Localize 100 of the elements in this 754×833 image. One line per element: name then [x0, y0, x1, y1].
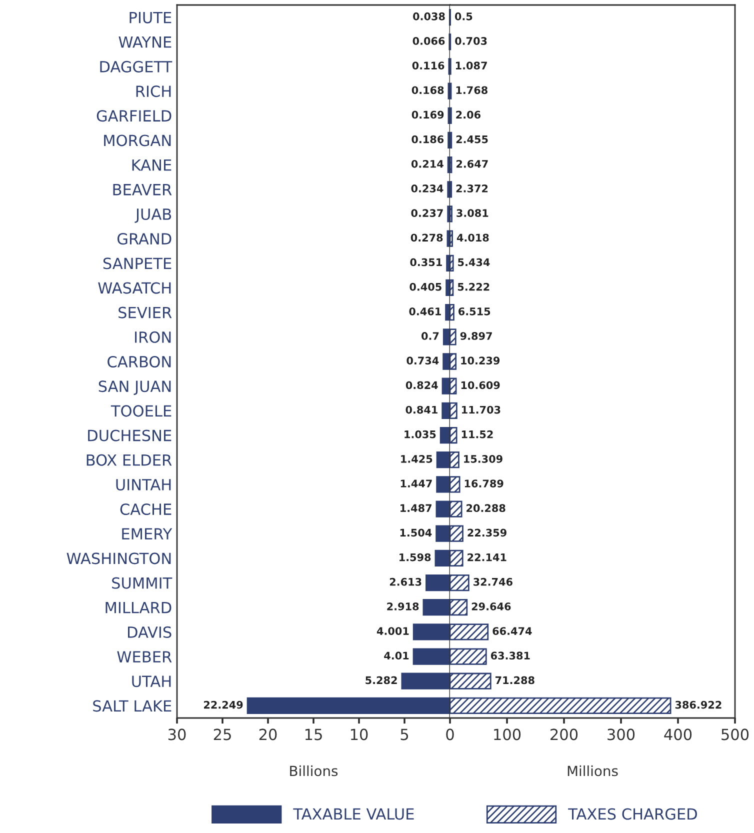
data-label: 1.447	[400, 480, 432, 488]
y-tick-label: DUCHESNE	[88, 430, 172, 442]
data-label: 22.359	[468, 528, 506, 537]
data-label: 2.372	[456, 184, 488, 192]
data-label: 3.081	[456, 209, 488, 218]
data-label: 0.186	[412, 135, 444, 144]
y-tick-label: WASATCH	[98, 282, 171, 294]
data-label: 0.7	[422, 332, 439, 340]
y-tick-label: UINTAH	[116, 479, 171, 490]
data-label: 386.922	[675, 700, 722, 709]
data-label: 2.647	[456, 160, 488, 168]
data-label: 71.288	[495, 676, 534, 684]
y-tick-label: IRON	[135, 331, 171, 343]
data-label: 4.01	[384, 652, 409, 660]
y-tick-label: CACHE	[120, 503, 172, 516]
data-label: 0.405	[410, 282, 442, 291]
data-label: 16.789	[464, 480, 504, 488]
y-tick-label: MORGAN	[104, 134, 171, 146]
data-label: 0.214	[411, 160, 444, 168]
data-label: 9.897	[460, 332, 492, 340]
y-tick-label: WEBER	[117, 651, 172, 662]
data-label: 0.351	[410, 258, 442, 266]
x-tick-label: 400	[664, 728, 692, 740]
data-label: 2.455	[456, 135, 488, 144]
y-tick-label: SEVIER	[118, 306, 172, 318]
data-label: 0.278	[410, 234, 443, 242]
data-label: 2.06	[456, 110, 480, 119]
y-tick-label: SANPETE	[103, 258, 172, 270]
x-tick-label: 0	[446, 728, 454, 740]
data-label: 1.035	[404, 430, 436, 438]
x-tick-label: 30	[168, 728, 186, 740]
data-label: 4.001	[376, 627, 409, 635]
y-tick-label: BEAVER	[113, 184, 172, 196]
y-tick-label: WASHINGTON	[66, 552, 171, 564]
data-label: 2.918	[387, 602, 419, 610]
y-tick-label: SALT LAKE	[93, 700, 172, 712]
x-tick-label: 200	[550, 728, 578, 740]
data-label: 0.703	[455, 37, 487, 45]
data-label: 1.425	[401, 454, 432, 463]
y-tick-label: EMERY	[122, 528, 172, 540]
y-tick-label: PIUTE	[130, 12, 172, 24]
data-label: 4.018	[456, 234, 489, 242]
data-label: 0.234	[411, 184, 444, 192]
data-label: 29.646	[472, 602, 511, 610]
data-label: 11.703	[462, 406, 500, 414]
y-tick-label: DAVIS	[128, 626, 172, 638]
y-tick-label: GRAND	[118, 233, 172, 245]
x-tick-label: 300	[608, 728, 635, 740]
data-label: 0.824	[406, 381, 438, 390]
data-label: 0.841	[406, 406, 438, 414]
data-label: 20.288	[466, 504, 506, 512]
x-tick-label: 5	[400, 728, 408, 740]
data-label: 0.461	[409, 307, 441, 316]
y-tick-label: DAGGETT	[100, 60, 172, 72]
data-label: 1.087	[456, 62, 487, 70]
y-tick-label: TOOELE	[110, 405, 172, 417]
y-tick-label: CARBON	[108, 356, 171, 368]
data-label: 0.5	[454, 12, 472, 20]
data-label: 5.282	[366, 676, 397, 684]
legend-label: TAXABLE VALUE	[293, 808, 414, 820]
data-label: 66.474	[492, 627, 532, 635]
data-label: 15.309	[464, 454, 502, 463]
data-label: 5.222	[458, 282, 490, 291]
data-label: 0.169	[412, 110, 444, 119]
y-tick-label: JUAB	[134, 208, 172, 223]
data-label: 0.038	[413, 12, 445, 20]
data-label: 22.141	[468, 553, 506, 562]
x-tick-label: 20	[259, 728, 277, 740]
y-tick-label: UTAH	[132, 676, 171, 688]
x-tick-label: 100	[494, 728, 521, 740]
data-label: 1.487	[400, 504, 432, 512]
x-tick-label: 500	[722, 728, 749, 740]
y-tick-label: MILLARD	[106, 602, 172, 614]
data-label: 22.249	[204, 700, 243, 709]
y-tick-label: BOX ELDER	[86, 454, 172, 466]
y-tick-label: WAYNE	[118, 36, 172, 48]
y-tick-label: RICH	[136, 86, 171, 98]
data-label: 1.504	[400, 528, 432, 537]
y-tick-label: SUMMIT	[112, 577, 172, 589]
legend-label: TAXES CHARGED	[568, 808, 697, 820]
data-label: 10.239	[461, 356, 500, 365]
data-label: 0.734	[406, 356, 439, 365]
data-label: 1.768	[456, 86, 488, 94]
data-label: 1.598	[400, 553, 431, 562]
data-label: 0.116	[412, 62, 444, 70]
data-label: 11.52	[462, 430, 493, 438]
data-label: 10.609	[461, 381, 500, 390]
data-label: 0.066	[412, 37, 445, 45]
data-label: 2.613	[390, 578, 422, 586]
x-axis-title: Millions	[568, 765, 618, 776]
data-label: 5.434	[458, 258, 490, 266]
data-label: 0.168	[412, 86, 444, 94]
x-tick-label: 10	[350, 728, 368, 740]
x-tick-label: 25	[214, 728, 231, 740]
data-label: 0.237	[411, 209, 443, 218]
x-tick-label: 15	[305, 728, 322, 740]
data-label: 32.746	[474, 578, 512, 586]
y-tick-label: GARFIELD	[96, 110, 172, 122]
data-label: 6.515	[458, 307, 490, 316]
y-tick-label: SAN JUAN	[98, 380, 171, 395]
